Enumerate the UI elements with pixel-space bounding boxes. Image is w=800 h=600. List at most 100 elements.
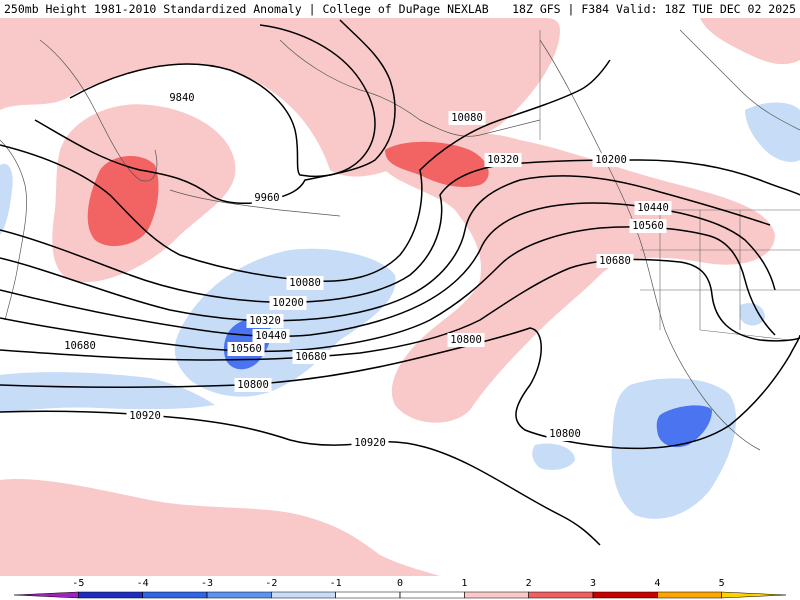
colorbar-tick-label: -3 bbox=[201, 578, 213, 589]
contour-10680 bbox=[0, 258, 800, 361]
contour-10560 bbox=[0, 226, 776, 353]
contour-label-background bbox=[61, 339, 99, 353]
colorbar-segment bbox=[142, 591, 208, 599]
contour-label-background bbox=[634, 201, 672, 215]
contour-label: 10080 bbox=[448, 111, 486, 125]
contour-label: 10080 bbox=[286, 276, 324, 290]
colorbar-tick-label: -5 bbox=[72, 578, 84, 589]
contour-label-background bbox=[227, 342, 265, 356]
contour-label-background bbox=[596, 254, 634, 268]
coastline-asia bbox=[0, 139, 27, 321]
contour-label-text: 10920 bbox=[354, 437, 386, 449]
contour-label-text: 10920 bbox=[129, 410, 161, 422]
contour-label-background bbox=[246, 314, 284, 328]
blue-region-west-strip bbox=[0, 372, 215, 412]
colorbar-segment bbox=[399, 591, 465, 599]
contour-label-text: 10800 bbox=[237, 379, 269, 391]
colorbar-tick-label: 5 bbox=[719, 578, 725, 589]
blue-region-far-east bbox=[745, 102, 800, 162]
colorbar-tick-label: -4 bbox=[137, 578, 149, 589]
contour-label-text: 10560 bbox=[230, 343, 262, 355]
contour-label-text: 10560 bbox=[632, 220, 664, 232]
contour-label-background bbox=[629, 219, 667, 233]
blue-region-east-small bbox=[740, 303, 765, 326]
pink-region-northeast bbox=[385, 132, 775, 423]
contour-labels: 9840 9960 10080 10080 10200 10200 10320 10320 10… bbox=[61, 91, 672, 450]
border-us-mexico bbox=[699, 329, 791, 341]
contour-label-background bbox=[484, 153, 522, 167]
header-left-title: 250mb Height 1981-2010 Standardized Anom… bbox=[4, 2, 489, 16]
contour-label-background bbox=[286, 276, 324, 290]
colorbar-segment bbox=[78, 591, 143, 599]
contour-label: 10440 bbox=[634, 201, 672, 215]
contour-label-text: 10800 bbox=[450, 334, 482, 346]
contour-label: 10680 bbox=[292, 350, 330, 364]
coastline-hudson bbox=[679, 29, 800, 131]
contour-10200 bbox=[0, 159, 800, 304]
coastline-aleutians bbox=[169, 189, 341, 217]
contour-label-background bbox=[234, 378, 272, 392]
contour-label-text: 10440 bbox=[255, 330, 287, 342]
colorbar-tick-label: 2 bbox=[526, 578, 532, 589]
coastline-northamerica bbox=[539, 39, 761, 451]
colorbar-tick-label: -2 bbox=[265, 578, 277, 589]
contour-label: 9840 bbox=[166, 91, 198, 105]
contour-label: 10680 bbox=[61, 339, 99, 353]
contour-10440 bbox=[0, 202, 776, 338]
contour-label: 10200 bbox=[269, 296, 307, 310]
contour-label-text: 10320 bbox=[487, 154, 519, 166]
pink-region-far-east bbox=[700, 18, 800, 65]
contour-9960 bbox=[34, 19, 396, 205]
header-bar bbox=[0, 0, 800, 18]
contour-label-background bbox=[252, 329, 290, 343]
colorbar-tick-label: 0 bbox=[397, 578, 403, 589]
contour-label-background bbox=[251, 191, 283, 205]
blue-region-small-south bbox=[532, 443, 575, 470]
contour-10080 bbox=[0, 59, 611, 283]
contour-label-text: 10680 bbox=[295, 351, 327, 363]
contour-10320 bbox=[0, 175, 771, 322]
pink-region-north bbox=[0, 18, 560, 177]
contour-label-text: 10680 bbox=[599, 255, 631, 267]
contour-label-background bbox=[351, 436, 389, 450]
contour-label: 10800 bbox=[546, 427, 584, 441]
contour-label: 10920 bbox=[351, 436, 389, 450]
coastline-alaska bbox=[279, 39, 541, 137]
contour-label: 10320 bbox=[246, 314, 284, 328]
colorbar-tick-label: -1 bbox=[330, 578, 342, 589]
contour-9840 bbox=[69, 24, 376, 178]
colorbar-ticks: -5 -4 -3 -2 -1 0 1 2 3 4 5 bbox=[72, 578, 725, 598]
colorbar-segment bbox=[206, 591, 272, 599]
contour-label: 10440 bbox=[252, 329, 290, 343]
contour-label-text: 9960 bbox=[254, 192, 279, 204]
contour-label-text: 9840 bbox=[169, 92, 194, 104]
contour-label: 10560 bbox=[227, 342, 265, 356]
contour-label: 10560 bbox=[629, 219, 667, 233]
contour-label: 10920 bbox=[126, 409, 164, 423]
contour-label: 10800 bbox=[447, 333, 485, 347]
medium-blue-region-southeast bbox=[656, 405, 712, 448]
colorbar-segment bbox=[464, 591, 529, 599]
header-right-title: 18Z GFS | F384 Valid: 18Z TUE DEC 02 202… bbox=[512, 2, 796, 16]
colorbar-segment bbox=[271, 591, 336, 599]
contour-label-background bbox=[166, 91, 198, 105]
contour-label-background bbox=[546, 427, 584, 441]
contour-label-text: 10080 bbox=[289, 277, 321, 289]
colorbar-tick-label: 3 bbox=[590, 578, 596, 589]
contour-label-text: 10800 bbox=[549, 428, 581, 440]
contour-label-background bbox=[292, 350, 330, 364]
contour-label-background bbox=[126, 409, 164, 423]
colorbar-segment bbox=[335, 591, 401, 599]
coastline-kamchatka bbox=[39, 39, 158, 182]
pink-region-south bbox=[0, 479, 440, 576]
contour-label-background bbox=[448, 111, 486, 125]
contour-label: 10680 bbox=[596, 254, 634, 268]
contour-label: 10320 bbox=[484, 153, 522, 167]
colorbar-segment bbox=[657, 591, 722, 599]
colorbar-tick-label: 1 bbox=[461, 578, 467, 589]
red-region-west bbox=[87, 155, 159, 247]
contour-label-text: 10680 bbox=[64, 340, 96, 352]
contour-label: 10200 bbox=[592, 153, 630, 167]
contour-label-text: 10200 bbox=[595, 154, 627, 166]
